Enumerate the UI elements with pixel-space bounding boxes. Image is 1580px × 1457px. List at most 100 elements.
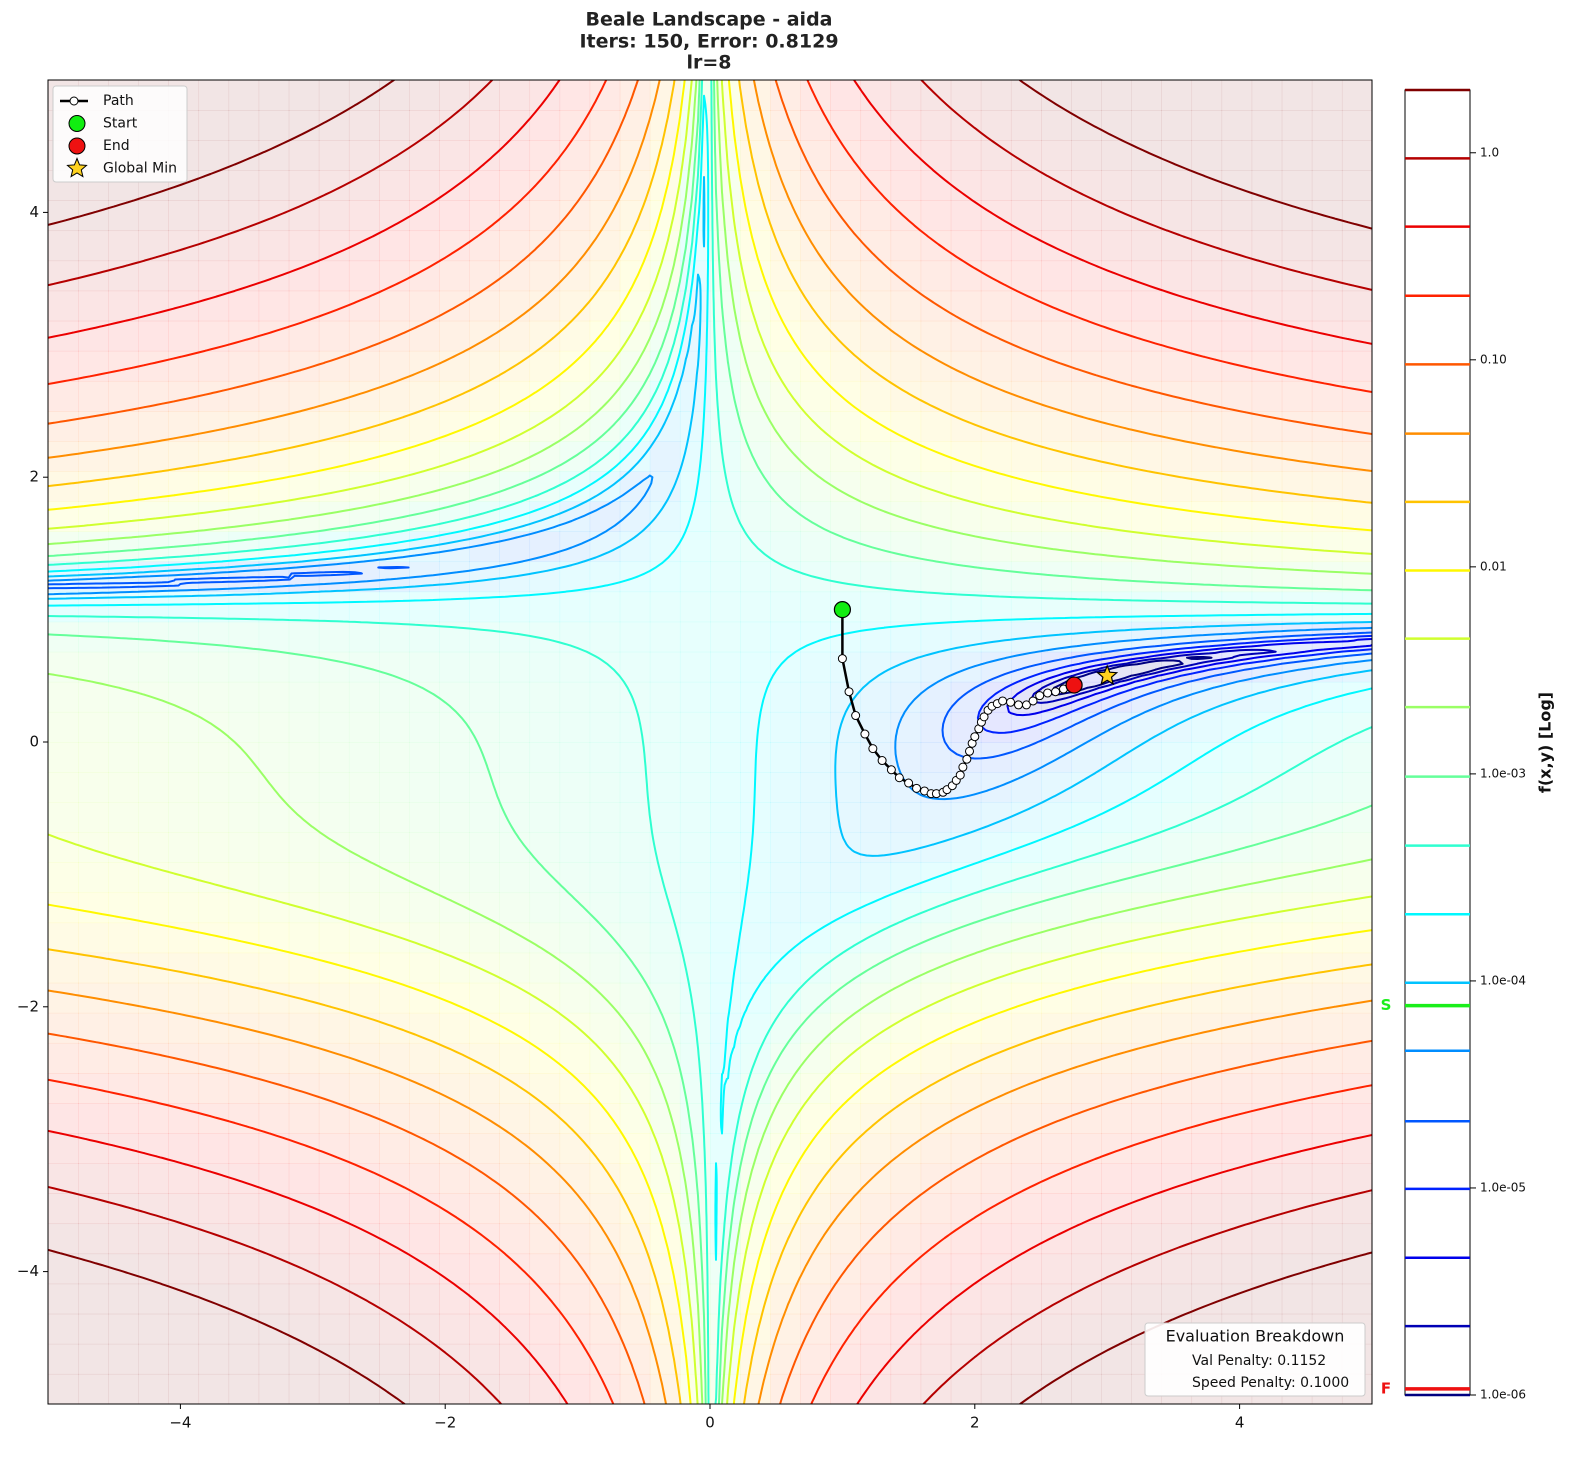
background-cell <box>1221 1042 1253 1074</box>
background-cell <box>48 1343 79 1375</box>
background-cell <box>1161 1133 1193 1164</box>
background-cell <box>649 892 681 924</box>
background-cell <box>1251 681 1283 713</box>
background-cell <box>649 80 681 111</box>
background-cell <box>1251 260 1283 292</box>
background-cell <box>168 1253 200 1285</box>
background-cell <box>348 802 380 833</box>
background-cell <box>950 1223 982 1255</box>
background-cell <box>409 320 440 352</box>
background-cell <box>108 290 139 322</box>
colorbar-tick-label: 0.01 <box>1480 559 1507 573</box>
background-cell <box>770 772 801 803</box>
background-cell <box>108 922 139 954</box>
background-cell <box>1251 380 1283 412</box>
background-cell <box>1010 140 1042 171</box>
background-cell <box>48 230 79 262</box>
background-cell <box>1161 1253 1193 1285</box>
background-cell <box>830 110 862 141</box>
background-cell <box>1191 290 1223 322</box>
background-cell <box>1311 531 1343 563</box>
background-cell <box>348 681 380 713</box>
background-cell <box>920 591 952 623</box>
background-cell <box>1191 471 1223 502</box>
background-cell <box>800 802 831 833</box>
background-cell <box>1041 411 1072 442</box>
background-cell <box>1341 380 1372 412</box>
background-cell <box>379 260 410 292</box>
background-cell <box>288 170 320 201</box>
background-cell <box>559 742 591 773</box>
background-cell <box>1010 982 1042 1014</box>
background-cell <box>950 350 982 382</box>
background-cell <box>800 230 831 262</box>
background-cell <box>710 531 741 563</box>
background-cell <box>830 832 862 863</box>
background-cell <box>48 411 79 442</box>
background-cell <box>559 230 591 262</box>
background-cell <box>499 952 531 984</box>
background-cell <box>108 200 139 232</box>
background-cell <box>529 1042 561 1074</box>
background-cell <box>48 862 79 894</box>
background-cell <box>258 711 290 743</box>
background-cell <box>649 772 681 803</box>
background-cell <box>138 260 169 292</box>
background-cell <box>1101 1103 1132 1134</box>
background-cell <box>168 1163 200 1194</box>
background-cell <box>439 862 470 894</box>
background-cell <box>589 1133 621 1164</box>
background-cell <box>920 1133 952 1164</box>
background-cell <box>318 1103 350 1134</box>
background-cell <box>258 862 290 894</box>
background-cell <box>710 681 741 713</box>
background-cell <box>348 1012 380 1044</box>
background-cell <box>1341 411 1372 442</box>
background-cell <box>1191 1042 1223 1074</box>
background-cell <box>800 922 831 954</box>
background-cell <box>559 1163 591 1194</box>
background-cell <box>318 561 350 593</box>
background-cell <box>1131 170 1162 201</box>
background-cell <box>198 1073 230 1104</box>
background-cell <box>48 681 79 713</box>
background-cell <box>710 561 741 593</box>
background-cell <box>589 802 621 833</box>
background-cell <box>1191 320 1223 352</box>
background-cell <box>1010 591 1042 623</box>
background-cell <box>1341 832 1372 863</box>
background-cell <box>1071 982 1102 1014</box>
background-cell <box>469 1343 500 1375</box>
background-cell <box>469 982 500 1014</box>
background-cell <box>288 742 320 773</box>
background-cell <box>710 411 741 442</box>
chart-title: Beale Landscape - aida <box>585 9 832 31</box>
background-cell <box>1041 531 1072 563</box>
background-cell <box>198 681 230 713</box>
background-cell <box>649 742 681 773</box>
background-cell <box>770 952 801 984</box>
background-cell <box>1101 1343 1132 1375</box>
background-cell <box>168 1193 200 1225</box>
background-cell <box>1311 1133 1343 1164</box>
background-cell <box>1341 772 1372 803</box>
background-cell <box>920 320 952 352</box>
background-cell <box>469 380 500 412</box>
background-cell <box>1041 1042 1072 1074</box>
background-cell <box>258 80 290 111</box>
path-point <box>958 762 968 772</box>
background-cell <box>108 1012 139 1044</box>
background-cell <box>1341 1223 1372 1255</box>
path-point <box>955 770 965 780</box>
background-cell <box>1341 320 1372 352</box>
background-cell <box>589 832 621 863</box>
background-cell <box>619 380 651 412</box>
background-cell <box>258 742 290 773</box>
background-cell <box>1131 591 1162 623</box>
background-cell <box>619 80 651 111</box>
background-cell <box>649 651 681 683</box>
background-cell <box>499 802 531 833</box>
background-cell <box>1251 1163 1283 1194</box>
background-cell <box>48 1313 79 1345</box>
background-cell <box>1071 1223 1102 1255</box>
